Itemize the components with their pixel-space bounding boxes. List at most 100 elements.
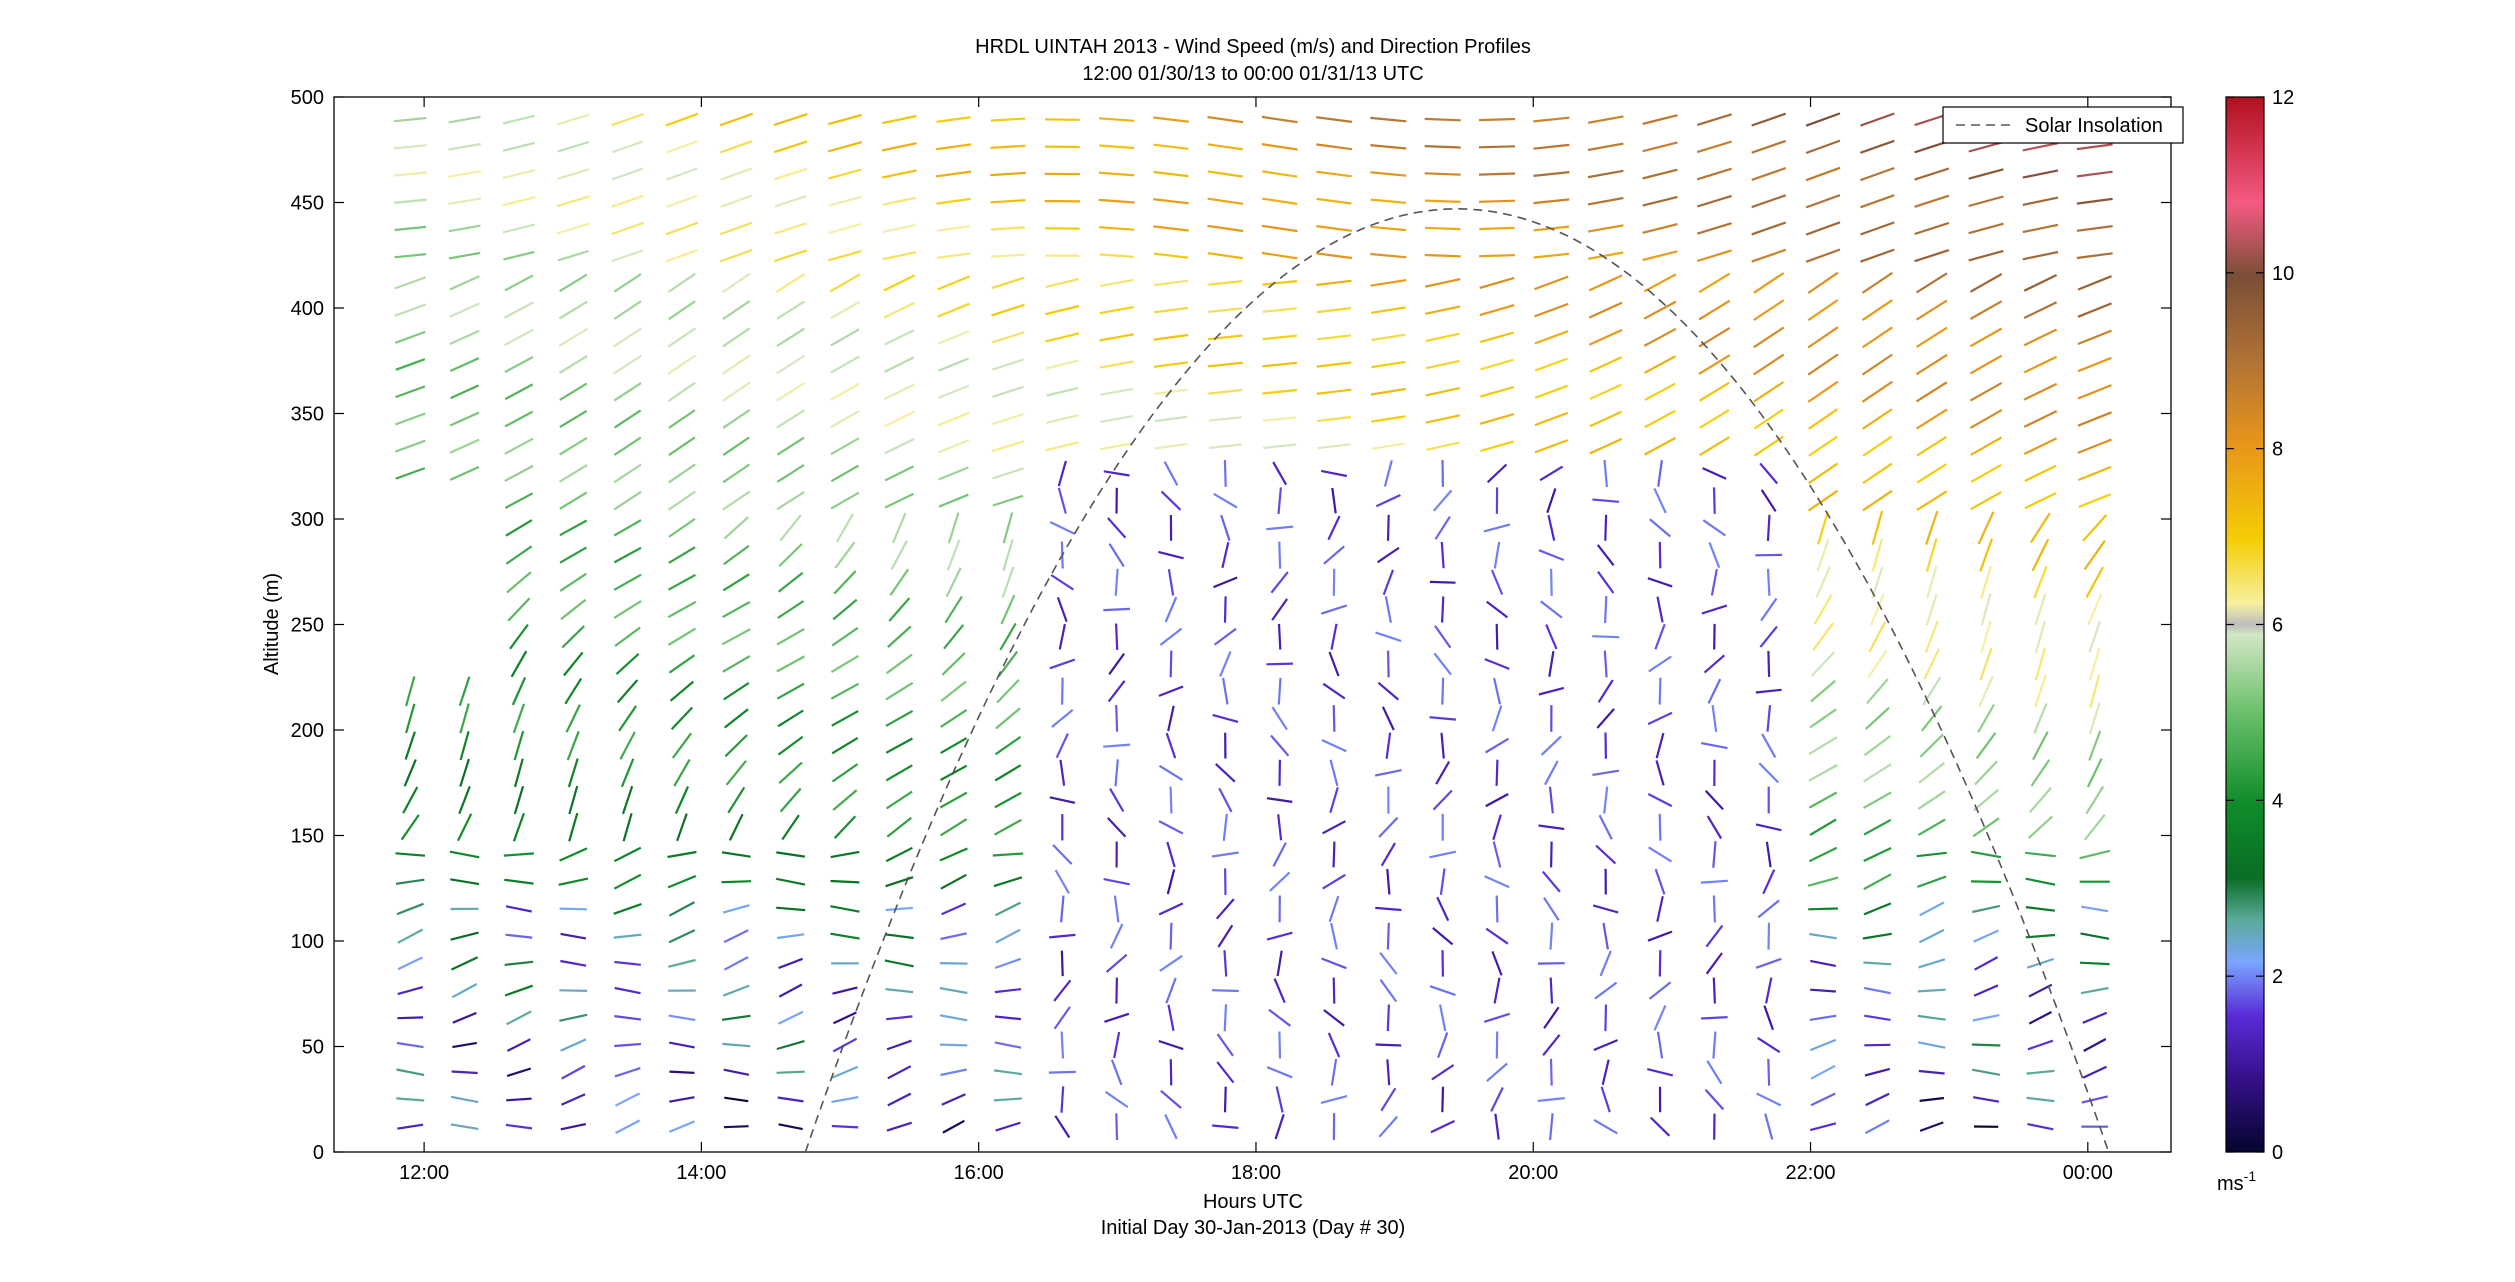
wind-vector	[778, 957, 803, 970]
wind-vector	[1100, 415, 1133, 423]
wind-vector	[776, 327, 805, 347]
wind-vector	[1704, 789, 1724, 811]
wind-vector	[1370, 252, 1407, 259]
wind-vector	[939, 1014, 968, 1022]
wind-vector	[1588, 274, 1623, 292]
wind-vector	[1158, 685, 1184, 697]
wind-vector	[1642, 195, 1678, 207]
wind-vector	[1380, 842, 1396, 867]
wind-vector	[1478, 172, 1516, 176]
wind-vector	[1316, 225, 1352, 232]
wind-vector	[1603, 650, 1608, 678]
wind-vector	[1207, 334, 1243, 341]
wind-vector	[1158, 550, 1184, 560]
wind-vector	[1861, 326, 1893, 349]
wind-vector	[1589, 383, 1622, 400]
wind-vector	[2034, 647, 2047, 681]
wind-vector	[1271, 598, 1288, 621]
wind-vector	[505, 545, 533, 565]
wind-vector	[1261, 143, 1298, 151]
wind-vector	[2076, 197, 2113, 205]
wind-vector	[395, 358, 426, 371]
wind-vector	[665, 140, 698, 154]
wind-vector	[1644, 436, 1677, 456]
wind-vector	[1812, 622, 1834, 652]
wind-vector	[1656, 596, 1664, 623]
wind-vector	[1599, 950, 1612, 977]
wind-vector	[1158, 764, 1183, 781]
wind-vector	[611, 167, 644, 181]
wind-vector	[938, 357, 970, 372]
wind-vector	[1587, 115, 1624, 124]
wind-vector	[1654, 868, 1666, 895]
wind-vector	[1708, 542, 1721, 569]
wind-vector	[613, 354, 643, 375]
y-axis-label: Altitude (m)	[261, 573, 283, 675]
wind-vector	[450, 956, 479, 971]
wind-vector	[611, 112, 644, 127]
y-tick-label: 150	[291, 826, 324, 848]
wind-vector	[1977, 703, 1995, 733]
wind-vector	[1375, 906, 1402, 912]
wind-vector	[887, 1065, 912, 1080]
wind-vector	[1061, 677, 1064, 705]
wind-vector	[941, 1093, 966, 1106]
wind-vector	[2088, 702, 2101, 735]
wind-vector	[945, 567, 962, 598]
wind-vector	[1712, 487, 1716, 514]
wind-vector	[830, 464, 860, 483]
wind-vector	[397, 986, 424, 996]
wind-vector	[2025, 933, 2056, 939]
y-tick-label: 250	[291, 615, 324, 637]
wind-vector	[1534, 357, 1568, 372]
wind-vector	[615, 652, 640, 675]
wind-vector	[1479, 331, 1515, 344]
wind-vector	[938, 493, 969, 508]
wind-vector	[1603, 786, 1609, 814]
wind-vector	[720, 167, 753, 181]
wind-vector	[557, 113, 590, 126]
wind-vector	[2085, 566, 2104, 599]
wind-vector	[940, 680, 967, 702]
wind-vector	[1759, 625, 1778, 648]
wind-vector	[448, 115, 481, 124]
wind-vector	[1207, 115, 1244, 124]
wind-vector	[1808, 791, 1838, 809]
wind-vector	[1439, 868, 1446, 896]
wind-vector	[1491, 705, 1503, 732]
wind-vector	[995, 1121, 1021, 1132]
wind-vector	[1165, 977, 1177, 1004]
wind-vector	[1113, 895, 1120, 923]
wind-vector	[1386, 514, 1390, 541]
wind-vector	[396, 1097, 425, 1102]
wind-vector	[1805, 221, 1841, 236]
wind-vector	[1266, 525, 1294, 531]
wind-vector	[1968, 168, 2004, 180]
wind-vector	[1968, 222, 2004, 235]
wind-vector	[1550, 841, 1553, 868]
wind-vector	[992, 358, 1024, 371]
wind-vector	[2023, 382, 2058, 401]
chart-title: HRDL UINTAH 2013 - Wind Speed (m/s) and …	[975, 36, 1531, 58]
legend: Solar Insolation	[1942, 106, 2184, 144]
wind-vector	[1658, 541, 1662, 569]
wind-vector	[1424, 145, 1461, 149]
wind-vector	[1805, 139, 1841, 155]
wind-vector	[397, 1016, 424, 1020]
wind-vector	[994, 988, 1022, 994]
wind-vector	[2077, 465, 2112, 482]
wind-vector	[1647, 793, 1673, 808]
wind-vector	[723, 545, 750, 566]
wind-vector	[1712, 1031, 1717, 1059]
wind-vector	[1045, 414, 1079, 424]
wind-vector	[994, 901, 1021, 917]
wind-vector	[1914, 167, 1950, 181]
wind-vector	[1330, 922, 1338, 950]
wind-vector	[394, 116, 427, 123]
wind-vector	[507, 597, 531, 622]
wind-vector	[1479, 254, 1515, 258]
wind-vector	[670, 706, 694, 731]
wind-vector	[827, 141, 863, 153]
wind-vector	[941, 902, 967, 916]
wind-vector	[1213, 492, 1238, 509]
